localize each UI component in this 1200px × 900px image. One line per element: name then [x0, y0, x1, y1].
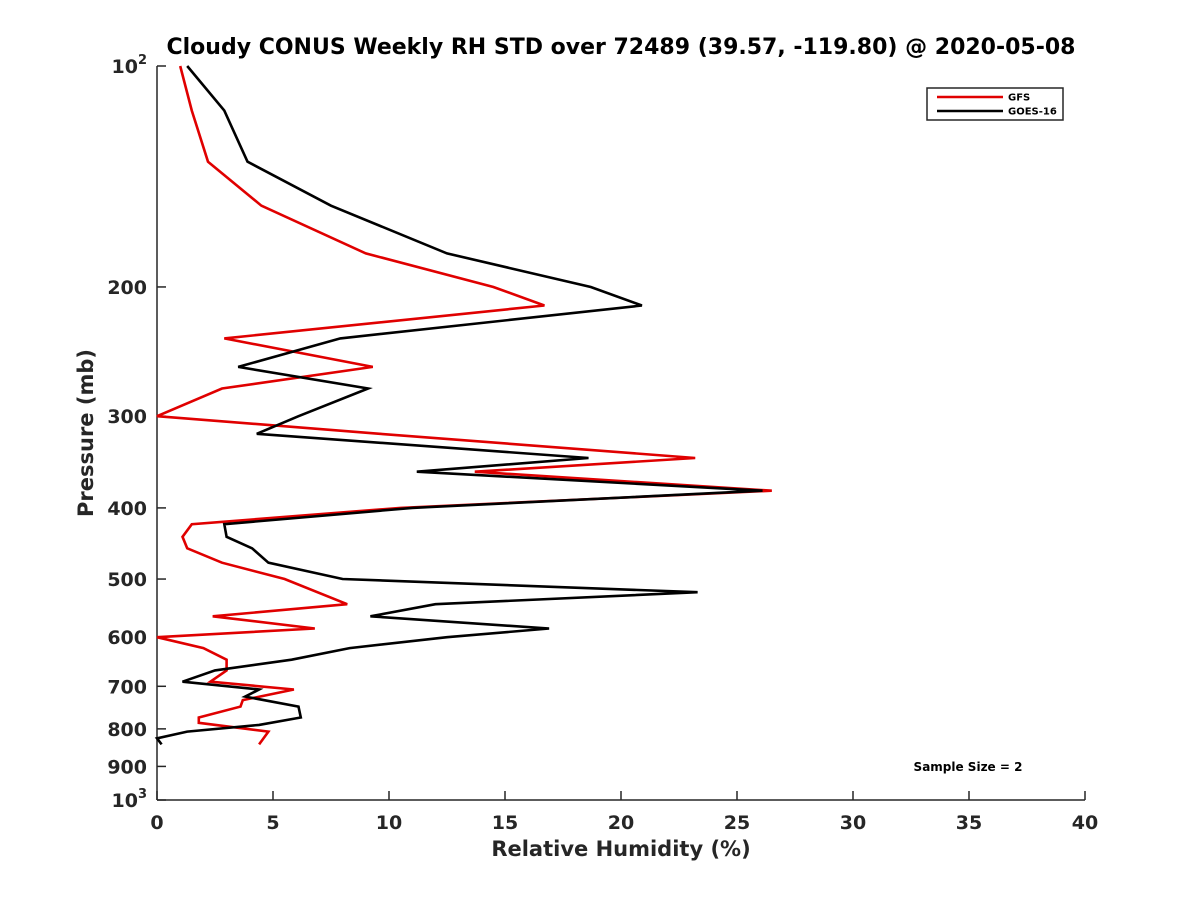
- x-tick-label: 10: [376, 812, 402, 834]
- sample-size-annotation: Sample Size = 2: [914, 760, 1023, 774]
- y-tick-label: 500: [107, 569, 147, 591]
- x-tick-label: 35: [956, 812, 982, 834]
- y-tick-label: 103: [112, 787, 148, 812]
- x-tick-label: 25: [724, 812, 750, 834]
- x-tick-label: 40: [1072, 812, 1098, 834]
- y-tick-label: 800: [107, 719, 147, 741]
- y-tick-label: 600: [107, 627, 147, 649]
- series-line-gfs: [156, 65, 772, 746]
- y-tick-label: 300: [107, 406, 147, 428]
- axes: 0 5 10 15 20 25 30 35 40 102 200 300 400 500 600 700 800…: [107, 53, 1098, 834]
- series-line-goes-16: [154, 65, 763, 746]
- x-tick-label: 20: [608, 812, 634, 834]
- legend: GFS GOES-16: [926, 87, 1064, 121]
- y-axis-label: Pressure (mb): [74, 349, 98, 517]
- x-axis-label: Relative Humidity (%): [491, 837, 750, 861]
- x-tick-label: 0: [150, 812, 163, 834]
- y-tick-label: 400: [107, 498, 147, 520]
- x-tick-label: 30: [840, 812, 866, 834]
- y-tick-label: 900: [107, 756, 147, 778]
- y-tick-label: 700: [107, 676, 147, 698]
- legend-label: GOES-16: [1008, 107, 1057, 118]
- chart-title: Cloudy CONUS Weekly RH STD over 72489 (3…: [167, 35, 1076, 60]
- x-tick-label: 5: [266, 812, 279, 834]
- y-tick-label: 200: [107, 277, 147, 299]
- y-tick-label: 102: [112, 53, 148, 78]
- x-tick-label: 15: [492, 812, 518, 834]
- legend-box: [926, 87, 1064, 121]
- legend-label: GFS: [1008, 93, 1030, 104]
- series-layer: [154, 65, 772, 746]
